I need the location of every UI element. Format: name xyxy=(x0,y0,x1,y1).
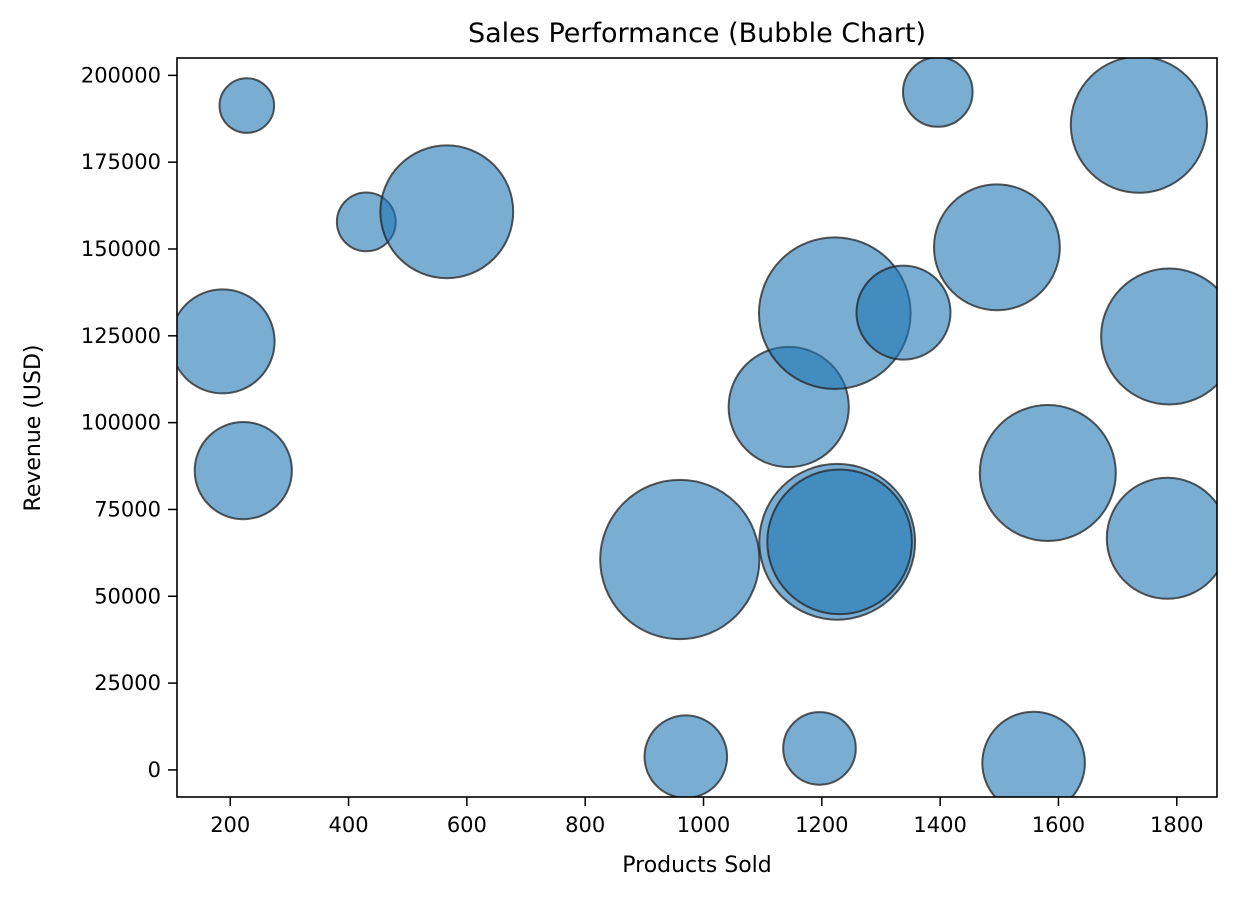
bubble-point-4 xyxy=(177,288,276,395)
x-axis-label: Products Sold xyxy=(622,853,772,878)
x-tick-label: 1000 xyxy=(677,813,730,837)
x-tick-label: 800 xyxy=(565,813,605,837)
bubble-point-5 xyxy=(193,421,293,521)
x-tick-label: 1400 xyxy=(913,813,966,837)
y-tick-label: 75000 xyxy=(94,497,161,521)
bubble-point-13 xyxy=(766,468,913,616)
y-tick-label: 25000 xyxy=(94,671,161,695)
y-tick-label: 100000 xyxy=(81,411,161,435)
bubble-point-18 xyxy=(1069,58,1208,194)
bubble-layer xyxy=(177,58,1217,797)
bubble-point-7 xyxy=(643,714,729,797)
bubble-point-15 xyxy=(933,183,1061,312)
x-axis-ticks: 200 400 600 800 1000 1200 1400 1600 1800 xyxy=(210,797,1203,837)
x-tick-label: 1800 xyxy=(1150,813,1203,837)
bubble-point-19 xyxy=(1100,267,1217,406)
x-tick-label: 1600 xyxy=(1032,813,1085,837)
bubble-point-14 xyxy=(902,58,974,128)
bubble-point-16 xyxy=(978,404,1117,542)
y-tick-label: 150000 xyxy=(81,237,161,261)
bubble-point-11 xyxy=(855,264,952,361)
bubble-point-6 xyxy=(599,478,761,641)
x-tick-label: 200 xyxy=(210,813,250,837)
y-tick-label: 200000 xyxy=(81,63,161,87)
y-tick-label: 175000 xyxy=(81,150,161,174)
plot-frame xyxy=(176,57,1218,798)
y-tick-label: 0 xyxy=(148,758,161,782)
chart-title: Sales Performance (Bubble Chart) xyxy=(468,18,926,49)
x-tick-label: 1200 xyxy=(795,813,848,837)
x-tick-label: 600 xyxy=(447,813,487,837)
bubble-point-3 xyxy=(379,144,515,280)
y-tick-label: 50000 xyxy=(94,584,161,608)
bubble-point-17 xyxy=(981,710,1086,797)
y-tick-label: 125000 xyxy=(81,324,161,348)
y-axis-ticks: 0 25000 50000 75000 100000 125000 150000 175000… xyxy=(81,63,177,782)
x-tick-label: 400 xyxy=(329,813,369,837)
bubble-point-1 xyxy=(218,77,276,134)
y-axis-label: Revenue (USD) xyxy=(21,345,46,512)
bubble-point-8 xyxy=(782,711,857,786)
bubble-point-20 xyxy=(1105,476,1217,600)
